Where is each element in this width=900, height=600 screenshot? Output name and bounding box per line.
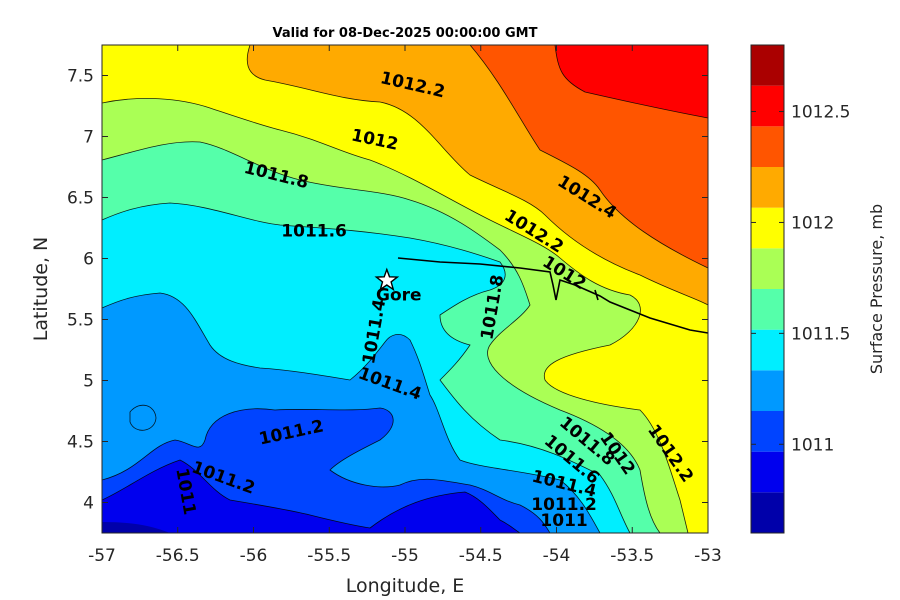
colorbar-segment: [751, 207, 784, 249]
colorbar-label: Surface Pressure, mb: [867, 204, 886, 374]
colorbar-tick-label: 1012.5: [791, 103, 850, 123]
y-tick-label: 7: [83, 128, 94, 148]
contour-label: 1011.2: [531, 495, 597, 515]
colorbar-segment: [751, 329, 784, 371]
level-1011.2-island: [130, 405, 156, 431]
y-tick-label: 5.5: [67, 311, 94, 331]
location-label: Gore: [376, 285, 422, 305]
contour-plot-area: 1012.210121011.81011.61012.41012.2101210…: [102, 45, 708, 533]
level-1011.2-edge: [102, 400, 106, 414]
x-tick-label: -54: [543, 546, 571, 566]
x-tick-label: -55: [391, 546, 419, 566]
level-1010.8: [102, 460, 520, 533]
colorbar-tick-label: 1011: [791, 435, 834, 455]
y-tick-label: 5: [83, 372, 94, 392]
x-tick-label: -53.5: [610, 546, 654, 566]
x-axis: -57 -56.5 -56 -55.5 -55 -54.5 -54 -53.5 -53: [88, 45, 722, 566]
y-tick-label: 4: [83, 494, 94, 514]
colorbar-segment: [751, 411, 784, 452]
colorbar-frame: [750, 44, 785, 534]
colorbar-segment: [751, 492, 784, 533]
x-tick-label: -57: [88, 546, 116, 566]
colorbar-segment: [751, 370, 784, 411]
x-tick-label: -56: [240, 546, 268, 566]
y-tick-label: 7.5: [67, 67, 94, 87]
colorbar-ticks: 1011 1011.5 1012 1012.5: [751, 103, 850, 455]
x-tick-label: -54.5: [459, 546, 503, 566]
colorbar-segment: [751, 45, 784, 86]
location-marker: Gore: [374, 267, 422, 305]
colorbar-tick-label: 1011.5: [791, 324, 850, 344]
x-tick-label: -53: [694, 546, 722, 566]
star-icon: [374, 267, 400, 292]
level-1010.7: [102, 522, 170, 533]
y-axis-label: Latitude, N: [30, 237, 52, 342]
x-tick-label: -56.5: [156, 546, 200, 566]
x-tick-label: -55.5: [307, 546, 351, 566]
colorbar: [750, 44, 785, 534]
contour-label: 1011.6: [281, 222, 347, 242]
y-tick-label: 4.5: [67, 433, 94, 453]
contour-lines: [102, 45, 708, 533]
coastline: [397, 257, 708, 334]
colorbar-segment: [751, 248, 784, 289]
colorbar-segment: [751, 126, 784, 167]
y-axis: 4 4.5 5 5.5 6 6.5 7 7.5: [67, 67, 708, 514]
colorbar-segment: [751, 289, 784, 330]
y-tick-label: 6: [83, 250, 94, 270]
chart-title: Valid for 08-Dec-2025 00:00:00 GMT: [273, 26, 538, 41]
x-axis-label: Longitude, E: [346, 575, 465, 597]
colorbar-tick-label: 1012: [791, 213, 834, 233]
colorbar-segment: [751, 85, 784, 127]
y-tick-label: 6.5: [67, 189, 94, 209]
colorbar-segment: [751, 451, 784, 493]
colorbar-segment: [751, 167, 784, 208]
contour-label: 1011: [540, 511, 587, 531]
